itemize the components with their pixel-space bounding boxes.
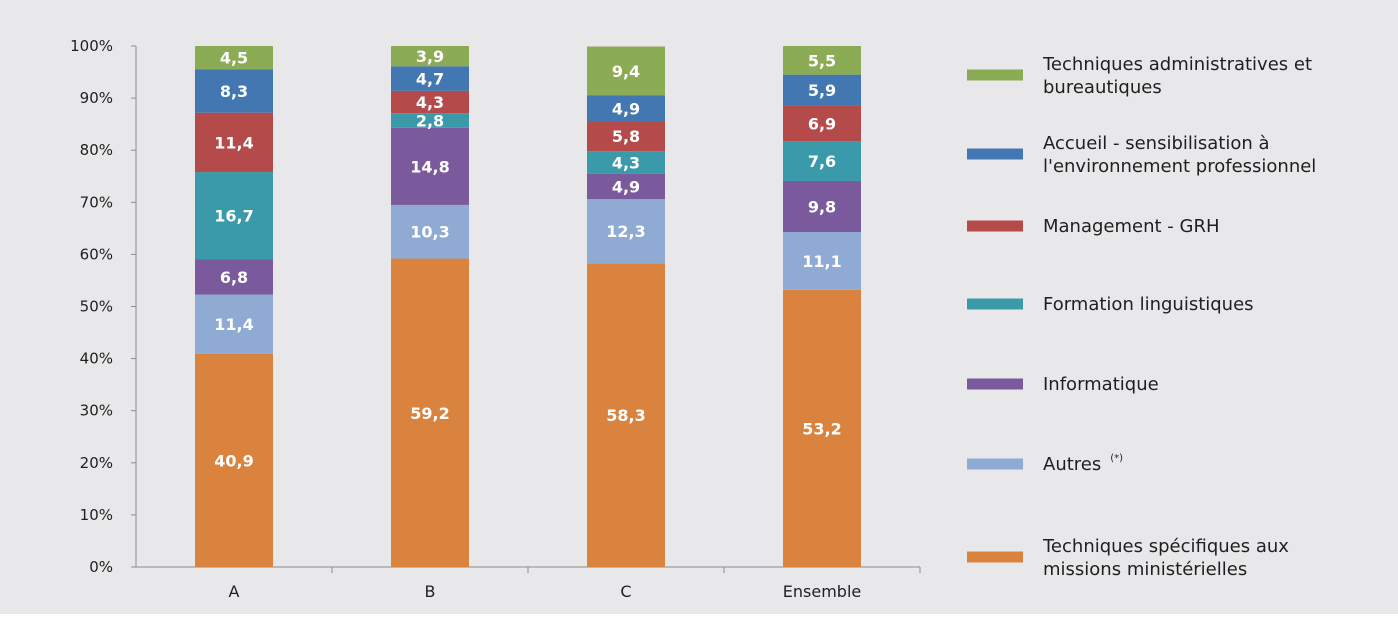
bar-segment — [587, 151, 665, 174]
legend-label: Techniques spécifiques aux — [1042, 536, 1289, 557]
data-label: 4,9 — [612, 177, 640, 196]
legend-swatch — [967, 298, 1023, 310]
y-tick-label: 80% — [80, 141, 113, 159]
legend-superscript: (*) — [1110, 453, 1123, 464]
data-label: 12,3 — [606, 222, 645, 241]
bar-segment — [587, 95, 665, 122]
data-label: 4,3 — [416, 93, 444, 112]
bar-segment — [587, 121, 665, 152]
legend-label: Informatique — [1043, 374, 1159, 395]
data-label: 9,8 — [808, 197, 836, 216]
bar-segment — [587, 173, 665, 200]
y-tick-label: 50% — [80, 298, 113, 316]
y-tick-label: 20% — [80, 454, 113, 472]
y-tick-label: 70% — [80, 193, 113, 211]
legend-label: Management - GRH — [1043, 216, 1220, 237]
legend-label: bureautiques — [1043, 77, 1162, 98]
data-label: 11,4 — [214, 133, 253, 152]
legend-swatch — [967, 220, 1023, 232]
legend-label: Techniques administratives et — [1042, 54, 1312, 75]
legend-swatch — [967, 148, 1023, 160]
legend-swatch — [967, 551, 1023, 563]
plot-area: 0% 10% 20% 30% 40% 50% 60% 70% 80% 90% 100% A 40,9 11… — [70, 37, 921, 601]
data-label: 40,9 — [214, 451, 253, 470]
bar-segment — [195, 69, 273, 113]
bar-segment — [587, 263, 665, 567]
data-label: 53,2 — [802, 419, 841, 438]
bar-segment — [391, 127, 469, 205]
bar-segment — [391, 113, 469, 128]
data-label: 2,8 — [416, 112, 444, 131]
data-label: 5,9 — [808, 81, 836, 100]
legend: Techniques administratives etbureautique… — [967, 54, 1316, 580]
y-tick-label: 100% — [70, 37, 113, 55]
data-label: 5,8 — [612, 127, 640, 146]
bar-segment — [195, 172, 273, 260]
bar-segment — [783, 289, 861, 567]
bar-segment — [783, 231, 861, 290]
data-label: 3,9 — [416, 47, 444, 66]
bar-segment — [195, 294, 273, 354]
bar-segment — [783, 105, 861, 142]
bar-segment — [391, 258, 469, 567]
y-tick-label: 90% — [80, 89, 113, 107]
data-label: 14,8 — [410, 157, 449, 176]
data-label: 9,4 — [612, 62, 640, 81]
bar-segment — [783, 180, 861, 232]
legend-label: Autres — [1043, 454, 1101, 475]
x-category-label: Ensemble — [783, 582, 861, 601]
data-label: 4,9 — [612, 99, 640, 118]
data-label: 10,3 — [410, 223, 449, 242]
y-tick-label: 60% — [80, 245, 113, 263]
bar-segment — [391, 204, 469, 259]
data-label: 4,3 — [612, 153, 640, 172]
legend-label: Accueil - sensibilisation à — [1043, 133, 1270, 154]
data-label: 16,7 — [214, 207, 253, 226]
legend-label: missions ministérielles — [1043, 559, 1247, 580]
data-label: 11,1 — [802, 252, 841, 271]
data-label: 59,2 — [410, 404, 449, 423]
data-label: 4,7 — [416, 70, 444, 89]
legend-label: Formation linguistiques — [1043, 294, 1254, 315]
bar-segment — [783, 141, 861, 181]
legend-label: l'environnement professionnel — [1043, 156, 1316, 177]
bar-segment — [587, 46, 665, 96]
bar-segment — [391, 46, 469, 67]
bar-segment — [587, 199, 665, 264]
y-tick-label: 10% — [80, 506, 113, 524]
bar-segment — [783, 46, 861, 75]
data-label: 7,6 — [808, 152, 836, 171]
bar-segment — [783, 74, 861, 106]
data-label: 6,9 — [808, 114, 836, 133]
legend-swatch — [967, 69, 1023, 81]
data-label: 6,8 — [220, 268, 248, 287]
legend-swatch — [967, 458, 1023, 470]
bar-segment — [391, 90, 469, 114]
bar-segment — [195, 46, 273, 70]
data-label: 58,3 — [606, 406, 645, 425]
bar-segment — [391, 66, 469, 91]
data-label: 8,3 — [220, 82, 248, 101]
x-category-label: B — [425, 582, 436, 601]
data-label: 11,4 — [214, 315, 253, 334]
y-tick-label: 30% — [80, 402, 113, 420]
bar-segment — [195, 259, 273, 295]
bar-segment — [195, 353, 273, 567]
y-tick-label: 0% — [89, 558, 113, 576]
data-label: 5,5 — [808, 51, 836, 70]
x-category-label: C — [620, 582, 631, 601]
data-label: 4,5 — [220, 49, 248, 68]
bar-segment — [195, 112, 273, 173]
x-category-label: A — [229, 582, 240, 601]
legend-swatch — [967, 378, 1023, 390]
y-tick-label: 40% — [80, 350, 113, 368]
